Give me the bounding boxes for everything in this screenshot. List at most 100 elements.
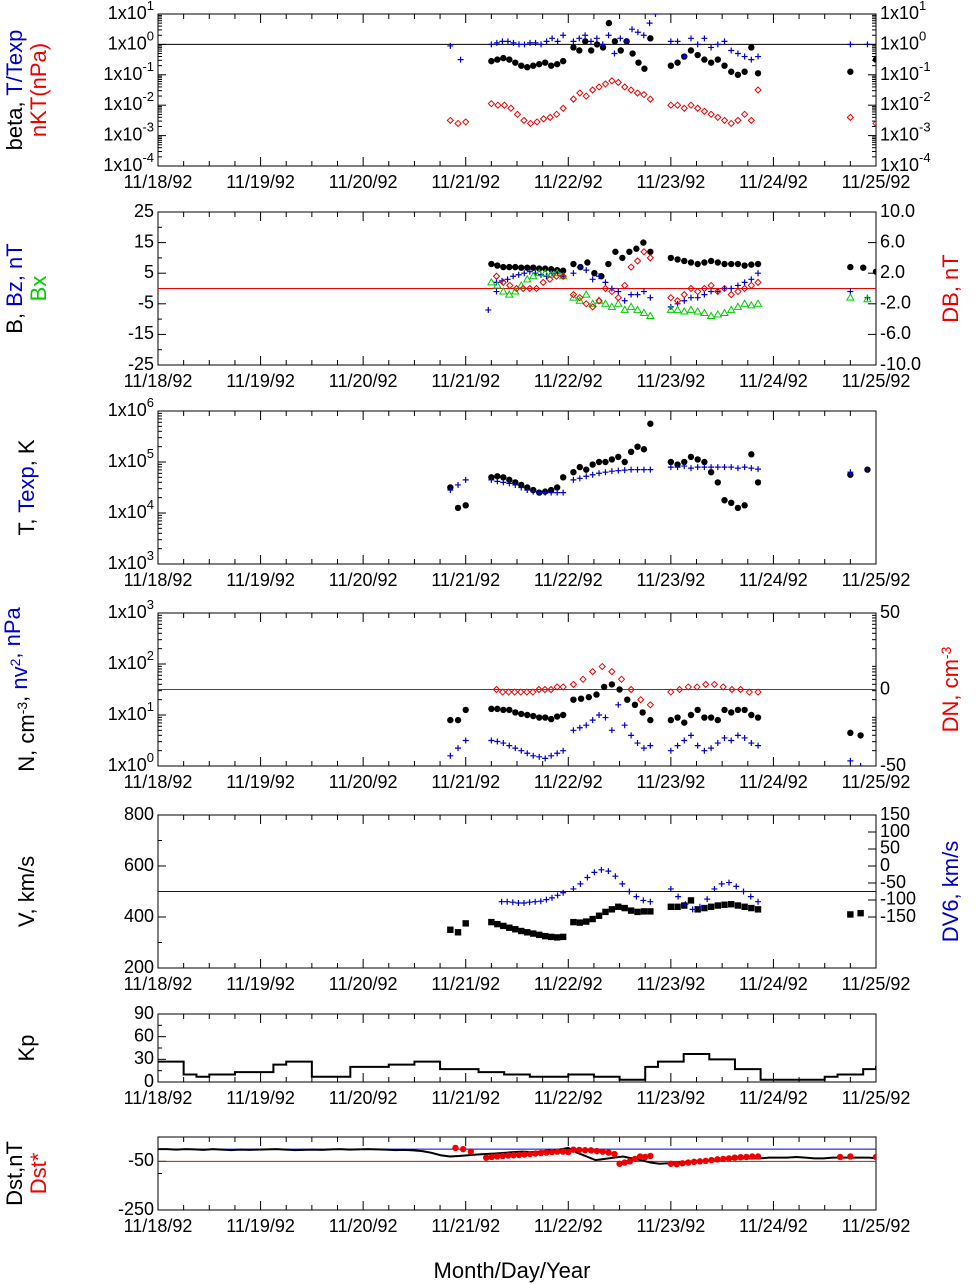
data-point	[589, 461, 596, 468]
data-point	[673, 1161, 680, 1168]
y-tick-label: 30	[134, 1048, 154, 1068]
data-point	[576, 89, 584, 97]
x-tick-label: 11/23/92	[636, 974, 705, 994]
y-tick-label-right: -150	[880, 906, 916, 926]
data-point	[523, 688, 531, 696]
y-tick-label: 400	[124, 906, 154, 926]
y-axis-label: B, Bz, nT	[2, 243, 27, 333]
data-point	[640, 745, 647, 752]
y-tick-label: 1x102	[108, 648, 154, 672]
data-point	[524, 487, 531, 494]
data-point	[605, 32, 612, 39]
series-0	[447, 681, 864, 739]
data-point	[554, 1148, 561, 1155]
data-point	[633, 305, 642, 313]
data-point	[499, 278, 507, 287]
data-point	[694, 464, 701, 471]
data-point	[727, 119, 735, 128]
data-point	[530, 488, 537, 495]
data-point	[675, 893, 682, 900]
data-point	[526, 899, 533, 906]
data-point	[728, 901, 735, 908]
data-point	[500, 474, 507, 481]
data-point	[599, 41, 606, 48]
data-point	[520, 899, 527, 906]
data-point	[576, 1146, 583, 1154]
data-point	[673, 101, 682, 109]
data-point	[506, 263, 513, 271]
data-point	[627, 685, 635, 694]
data-point	[569, 95, 578, 103]
data-point	[734, 50, 741, 57]
data-point	[617, 675, 626, 684]
data-point	[741, 706, 748, 714]
data-point	[747, 281, 756, 290]
data-point	[454, 929, 462, 936]
data-point	[524, 929, 531, 936]
data-point	[647, 898, 654, 905]
data-point	[549, 35, 556, 42]
data-point	[748, 276, 755, 283]
data-point	[524, 750, 531, 757]
data-point	[526, 119, 535, 128]
data-point	[899, 54, 905, 60]
data-point	[674, 38, 681, 45]
data-point	[737, 1153, 744, 1161]
data-point	[589, 915, 596, 923]
y-tick-label-right: 50	[880, 838, 900, 858]
data-point	[700, 284, 709, 293]
x-tick-label: 11/19/92	[226, 371, 295, 391]
data-point	[708, 464, 715, 471]
x-tick-label: 11/19/92	[226, 974, 295, 994]
x-axis-label: Month/Day/Year	[434, 1258, 591, 1283]
data-point	[640, 288, 647, 295]
data-point	[588, 303, 597, 311]
data-point	[602, 279, 609, 286]
data-point	[647, 248, 654, 255]
data-point	[583, 722, 590, 729]
data-point	[539, 115, 548, 123]
data-point	[587, 1147, 595, 1154]
data-point	[748, 740, 755, 747]
data-point	[680, 290, 688, 299]
data-point	[518, 747, 525, 754]
data-point	[667, 903, 675, 910]
data-point	[548, 489, 555, 496]
data-point	[457, 56, 464, 63]
data-point	[615, 453, 622, 461]
data-point	[667, 38, 674, 45]
data-point	[727, 290, 735, 299]
data-point	[726, 305, 736, 313]
plot-area	[158, 1144, 876, 1168]
data-point	[537, 1149, 545, 1157]
data-point	[605, 1149, 612, 1156]
data-point	[647, 1152, 654, 1160]
data-point	[582, 300, 590, 308]
data-point	[754, 86, 762, 94]
data-point	[588, 86, 597, 94]
data-point	[570, 918, 577, 926]
data-point	[512, 926, 519, 933]
data-point	[647, 716, 654, 724]
data-point	[681, 53, 688, 60]
data-point	[494, 920, 501, 928]
data-point	[687, 453, 695, 461]
data-point	[540, 268, 550, 277]
data-point	[667, 254, 675, 262]
data-point	[701, 747, 708, 754]
data-point	[647, 742, 654, 749]
data-point	[506, 281, 514, 290]
data-point	[591, 869, 598, 876]
data-point	[640, 897, 647, 904]
data-point	[576, 463, 584, 471]
data-point	[462, 737, 469, 744]
data-point	[500, 706, 507, 714]
data-point	[633, 257, 642, 265]
data-point	[693, 287, 702, 296]
data-point	[488, 918, 495, 926]
data-point	[584, 259, 591, 266]
y-tick-label: -5	[138, 293, 154, 313]
y-tick-label: 1x10-3	[103, 120, 154, 144]
data-point	[615, 903, 622, 910]
data-point	[534, 268, 544, 277]
